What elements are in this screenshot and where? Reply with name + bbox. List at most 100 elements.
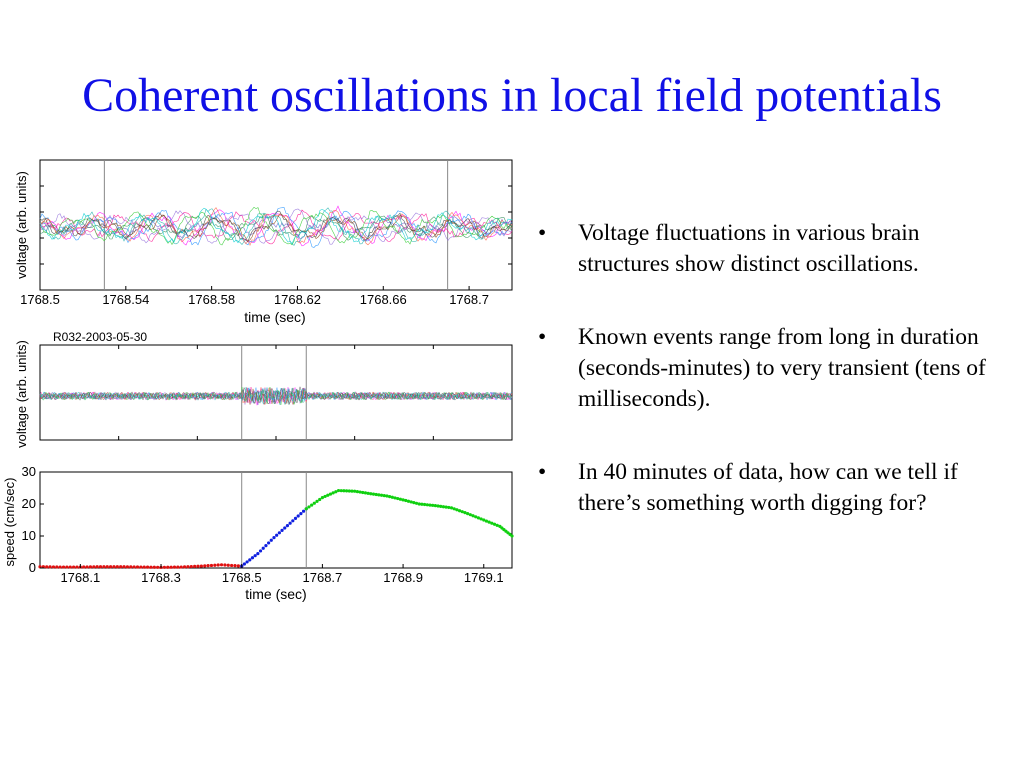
plot-area-1 — [39, 159, 513, 291]
speed-point — [460, 510, 464, 514]
speed-point — [463, 511, 467, 515]
speed-point — [122, 565, 126, 569]
panel3-xlabel: time (sec) — [245, 586, 306, 602]
x-tick-label: 1768.62 — [274, 292, 321, 307]
speed-point — [125, 565, 130, 569]
x-tick-label: 1768.66 — [360, 292, 407, 307]
voltage-trace — [39, 206, 513, 246]
speed-point — [291, 519, 295, 523]
speed-point — [176, 565, 180, 569]
voltage-trace — [39, 210, 513, 243]
speed-point — [280, 528, 284, 532]
voltage-trace — [39, 386, 513, 406]
speed-point — [272, 536, 276, 540]
y-tick-label: 0 — [29, 560, 36, 575]
speed-point — [404, 498, 408, 503]
speed-point — [401, 498, 405, 502]
speed-point — [48, 565, 52, 569]
speed-point — [288, 521, 292, 525]
speed-point — [428, 503, 432, 507]
speed-point — [492, 522, 497, 526]
voltage-panel-overview: R032-2003-05-30 voltage (arb. units) — [14, 330, 513, 448]
speed-point — [186, 565, 190, 569]
speed-point — [233, 564, 237, 568]
speed-point — [331, 491, 335, 495]
speed-point — [152, 565, 156, 569]
speed-point — [58, 565, 62, 569]
speed-point — [139, 565, 143, 569]
speed-point — [301, 509, 306, 513]
y-tick-label: 20 — [22, 496, 36, 511]
speed-point — [353, 489, 357, 493]
speed-point — [326, 493, 330, 497]
bullet-item: • In 40 minutes of data, how can we tell… — [538, 457, 998, 519]
speed-point — [85, 565, 89, 569]
speed-point — [108, 565, 113, 569]
speed-point — [199, 564, 203, 568]
speed-point — [92, 565, 96, 569]
speed-point — [264, 544, 268, 548]
speed-point — [510, 534, 514, 538]
speed-point — [355, 490, 359, 494]
speed-point — [468, 513, 472, 517]
speed-point — [312, 501, 316, 505]
speed-point — [172, 565, 177, 569]
speed-point — [487, 520, 491, 524]
speed-point — [299, 512, 303, 516]
speed-point — [261, 546, 265, 550]
speed-point — [145, 565, 150, 569]
voltage-panel-zoomed: 1768.5 1768.54 1768.58 1768.62 1768.66 1768.7… — [14, 159, 513, 325]
speed-point — [219, 563, 224, 567]
speed-point — [258, 549, 263, 553]
x-tick-label: 1768.54 — [102, 292, 149, 307]
panel1-xlabel: time (sec) — [244, 309, 305, 325]
speed-point — [315, 499, 319, 503]
speed-point — [377, 493, 381, 497]
speed-point — [398, 497, 402, 501]
speed-point — [385, 494, 389, 498]
speed-point — [135, 565, 140, 569]
speed-point — [142, 565, 146, 569]
speed-point — [45, 565, 49, 569]
speed-point — [230, 563, 234, 568]
speed-point — [444, 505, 448, 509]
speed-point — [72, 565, 76, 569]
speed-point — [455, 508, 459, 512]
speed-point — [490, 521, 494, 525]
speed-point — [169, 565, 173, 569]
speed-point — [55, 565, 59, 569]
speed-point — [447, 505, 451, 510]
speed-point — [149, 565, 153, 569]
speed-point — [196, 564, 200, 568]
x-tick-label: 1769.1 — [464, 570, 504, 585]
speed-panel: 1768.1 1768.3 1768.5 1768.7 1768.9 1769.1 0 10… — [2, 464, 514, 602]
y-tick-label: 10 — [22, 528, 36, 543]
speed-point — [129, 565, 133, 569]
speed-point — [484, 519, 489, 523]
speed-point — [339, 489, 343, 493]
speed-point — [320, 496, 324, 500]
x-tick-label: 1768.9 — [383, 570, 423, 585]
speed-point — [307, 505, 311, 509]
speed-point — [310, 503, 314, 507]
speed-point — [119, 565, 123, 569]
speed-point — [361, 490, 365, 495]
panel3-ylabel: speed (cm/sec) — [2, 478, 17, 567]
speed-point — [283, 526, 287, 530]
x-tick-label: 1768.7 — [303, 570, 343, 585]
speed-point — [253, 554, 257, 558]
speed-point — [61, 565, 66, 569]
speed-point — [293, 516, 298, 520]
speed-point — [248, 558, 252, 562]
speed-point — [285, 524, 290, 528]
speed-point — [396, 496, 400, 501]
speed-point — [439, 504, 443, 508]
speed-point — [105, 565, 109, 569]
speed-point — [223, 563, 227, 567]
bullet-text: Voltage fluctuations in various brain st… — [578, 220, 920, 277]
speed-point — [112, 565, 116, 569]
speed-point — [98, 565, 103, 569]
speed-point — [409, 500, 413, 504]
speed-point — [242, 562, 246, 566]
speed-point — [452, 507, 456, 511]
